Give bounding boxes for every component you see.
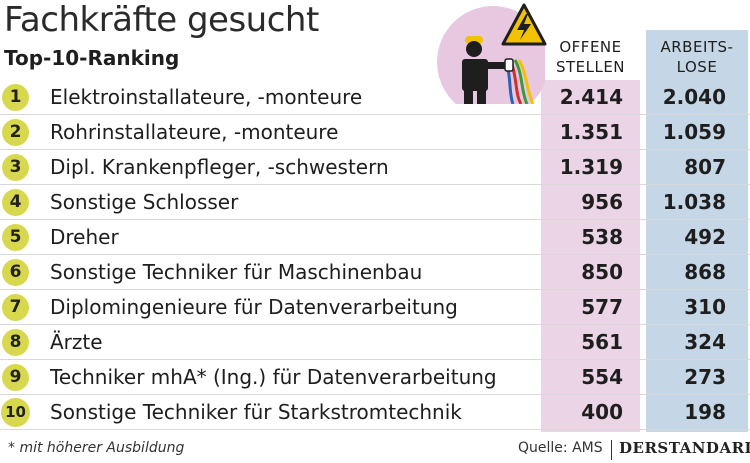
row-separator [0,114,750,115]
row-separator [0,359,750,360]
footnote: * mit höherer Ausbildung [8,440,185,456]
arbeitslose-value: 324 [684,330,726,354]
offene-stellen-value: 538 [581,225,623,249]
table-row: 1 Elektroinstallateure, -monteure 2.414 2.0… [0,80,750,115]
table-row: 10 Sonstige Techniker für Starkstromtechn… [0,395,750,430]
row-separator [0,219,750,220]
chart-subtitle: Top-10-Ranking [4,46,180,70]
header-arbeitslose: ARBEITS- LOSE [646,37,748,77]
row-separator [0,149,750,150]
offene-stellen-value: 554 [581,365,623,389]
table-row: 9 Techniker mhA* (Ing.) für Datenverarbei… [0,360,750,395]
occupation-label: Rohrinstallateure, -monteure [50,120,339,144]
rank-badge: 5 [2,224,29,251]
source-note: Quelle: AMS [518,440,603,456]
occupation-label: Sonstige Techniker für Starkstromtechnik [50,400,462,424]
occupation-label: Dreher [50,225,119,249]
rank-badge: 1 [2,84,29,111]
arbeitslose-column [646,30,748,432]
offene-stellen-value: 577 [581,295,623,319]
row-separator [0,289,750,290]
arbeitslose-value: 198 [684,400,726,424]
offene-stellen-column [541,80,640,432]
arbeitslose-value: 492 [684,225,726,249]
arbeitslose-value: 2.040 [662,85,726,109]
occupation-label: Sonstige Techniker für Maschinenbau [50,260,423,284]
table-row: 6 Sonstige Techniker für Maschinenbau 850 8… [0,255,750,290]
table-row: 3 Dipl. Krankenpfleger, -schwestern 1.319 8… [0,150,750,185]
high-voltage-warning-icon [501,3,547,46]
rank-badge: 3 [2,154,29,181]
arbeitslose-value: 1.038 [662,190,726,214]
rank-badge: 10 [1,398,30,427]
source-divider [611,440,612,460]
table-row: 4 Sonstige Schlosser 956 1.038 [0,185,750,220]
rank-badge: 9 [2,364,29,391]
occupation-label: Sonstige Schlosser [50,190,239,214]
occupation-label: Dipl. Krankenpfleger, -schwestern [50,155,389,179]
offene-stellen-value: 850 [581,260,623,284]
table-row: 2 Rohrinstallateure, -monteure 1.351 1.059 [0,115,750,150]
offene-stellen-value: 400 [581,400,623,424]
offene-stellen-value: 561 [581,330,623,354]
header-arbeitslose-line2: LOSE [676,58,718,76]
row-separator [0,324,750,325]
table-row: 7 Diplomingenieure für Datenverarbeitung 5… [0,290,750,325]
rank-badge: 8 [2,329,29,356]
arbeitslose-value: 310 [684,295,726,319]
table-row: 8 Ärzte 561 324 [0,325,750,360]
offene-stellen-value: 2.414 [559,85,623,109]
chart-title: Fachkräfte gesucht [4,0,319,40]
header-arbeitslose-line1: ARBEITS- [660,38,734,56]
offene-stellen-value: 956 [581,190,623,214]
header-offene-line1: OFFENE [559,38,622,56]
rank-badge: 4 [2,189,29,216]
occupation-label: Techniker mhA* (Ing.) für Datenverarbeit… [50,365,497,389]
header-offene-stellen: OFFENE STELLEN [541,37,640,77]
arbeitslose-value: 807 [684,155,726,179]
row-separator [0,184,750,185]
offene-stellen-value: 1.319 [559,155,623,179]
row-separator [0,394,750,395]
table-row: 5 Dreher 538 492 [0,220,750,255]
rank-badge: 2 [2,119,29,146]
arbeitslose-value: 1.059 [662,120,726,144]
rank-badge: 6 [2,259,29,286]
arbeitslose-value: 273 [684,365,726,389]
offene-stellen-value: 1.351 [559,120,623,144]
arbeitslose-value: 868 [684,260,726,284]
row-separator [0,429,750,430]
brand-logo: DERSTANDARD [619,439,750,457]
occupation-label: Diplomingenieure für Datenverarbeitung [50,295,458,319]
row-separator [0,254,750,255]
header-offene-line2: STELLEN [555,58,626,76]
occupation-label: Elektroinstallateure, -monteure [50,85,363,109]
rank-badge: 7 [2,294,29,321]
occupation-label: Ärzte [50,330,103,354]
